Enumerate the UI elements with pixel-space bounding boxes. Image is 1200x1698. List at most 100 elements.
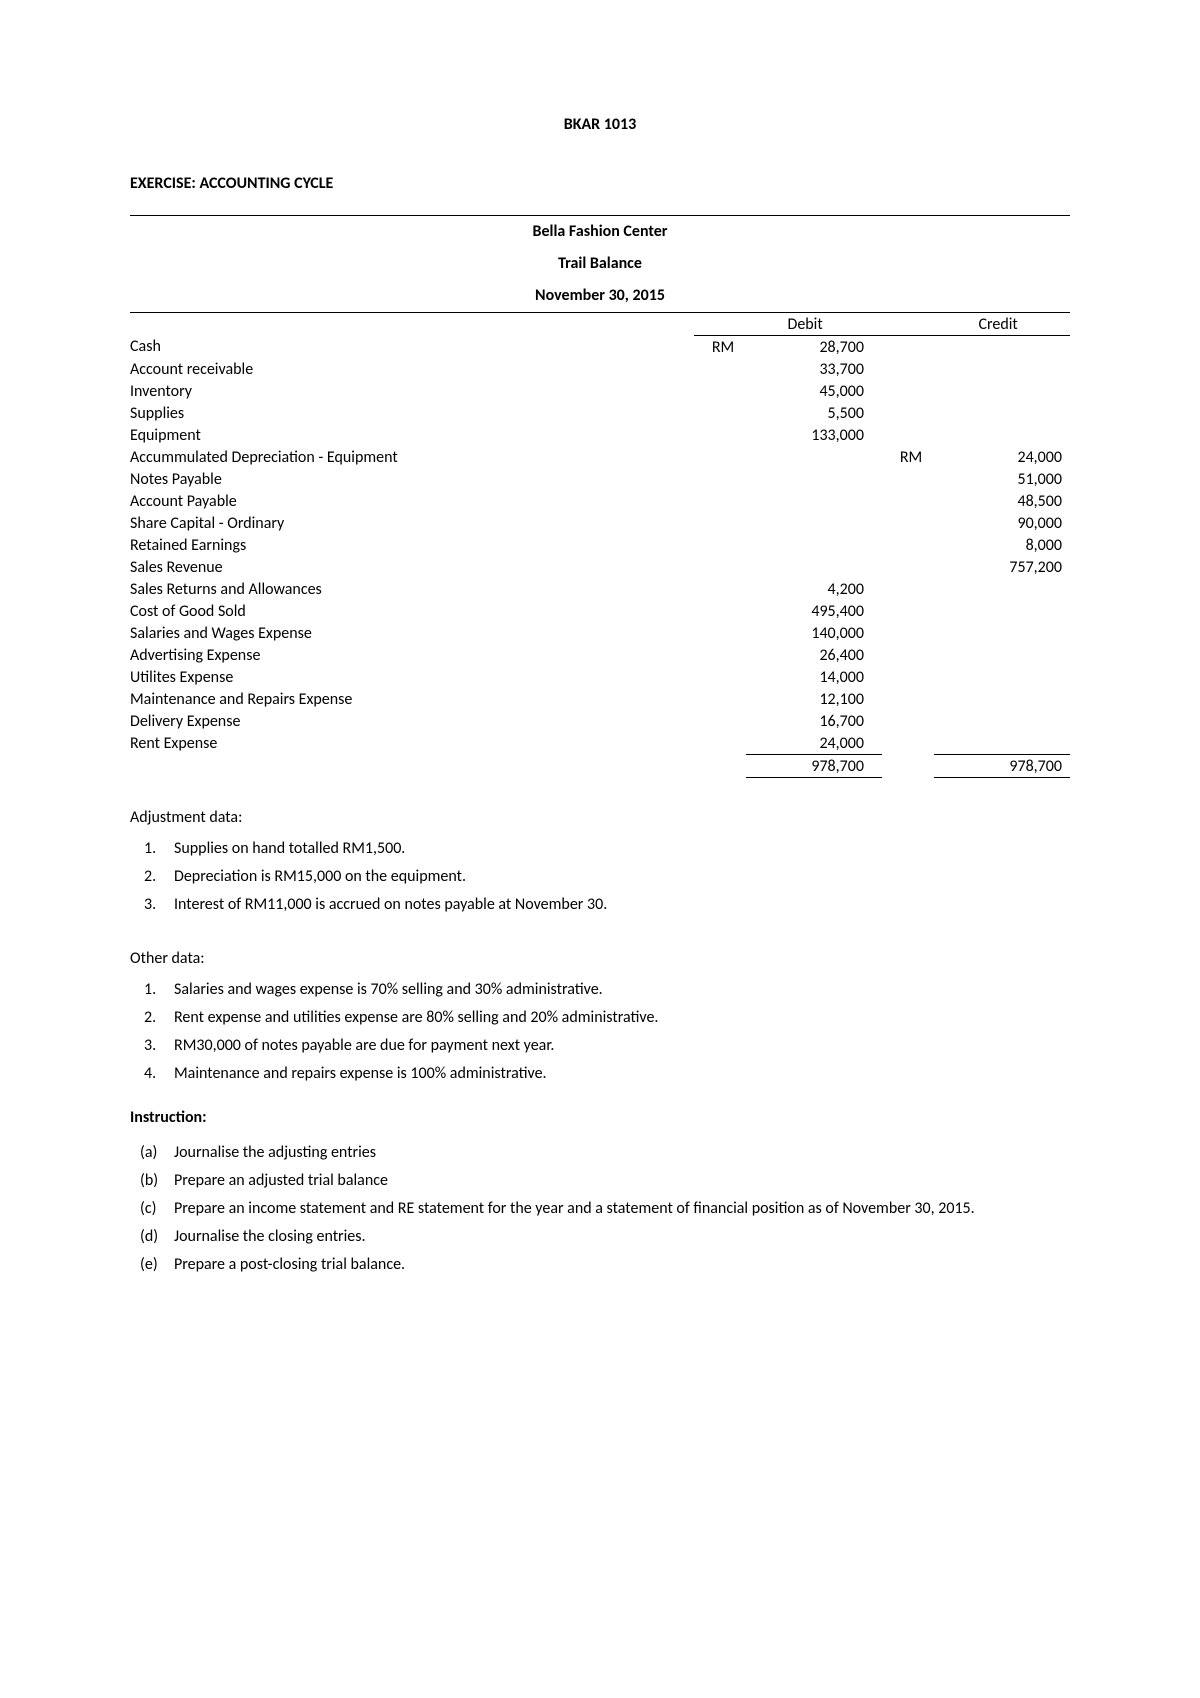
credit-currency xyxy=(882,358,934,380)
credit-amount xyxy=(934,666,1070,688)
debit-currency xyxy=(694,424,746,446)
list-item: 4.Maintenance and repairs expense is 100… xyxy=(174,1060,1070,1088)
credit-currency xyxy=(882,600,934,622)
debit-currency xyxy=(694,688,746,710)
debit-currency xyxy=(694,622,746,644)
table-row: Inventory 45,000 xyxy=(130,380,1070,402)
exercise-title: EXERCISE: ACCOUNTING CYCLE xyxy=(130,174,1070,193)
debit-amount xyxy=(746,512,882,534)
account-name: Accummulated Depreciation - Equipment xyxy=(130,446,694,468)
instruction-list: (a)Journalise the adjusting entries(b)Pr… xyxy=(130,1139,1070,1279)
list-number: (e) xyxy=(140,1253,158,1277)
list-text: RM30,000 of notes payable are due for pa… xyxy=(174,1036,554,1055)
list-text: Salaries and wages expense is 70% sellin… xyxy=(174,980,603,999)
list-number: 1. xyxy=(144,978,156,1002)
debit-amount: 16,700 xyxy=(746,710,882,732)
credit-amount: 24,000 xyxy=(934,446,1070,468)
debit-amount xyxy=(746,534,882,556)
debit-currency xyxy=(694,358,746,380)
list-text: Supplies on hand totalled RM1,500. xyxy=(174,839,405,858)
table-row: Rent Expense24,000 xyxy=(130,732,1070,755)
credit-amount: 757,200 xyxy=(934,556,1070,578)
credit-currency xyxy=(882,710,934,732)
course-code: BKAR 1013 xyxy=(130,115,1070,134)
credit-amount xyxy=(934,380,1070,402)
account-name: Share Capital - Ordinary xyxy=(130,512,694,534)
credit-currency xyxy=(882,556,934,578)
credit-currency xyxy=(882,534,934,556)
trial-balance-container: Bella Fashion Center Trail Balance Novem… xyxy=(130,215,1070,778)
debit-amount: 45,000 xyxy=(746,380,882,402)
other-heading: Other data: xyxy=(130,949,1070,968)
list-number: (b) xyxy=(140,1169,158,1193)
credit-currency xyxy=(882,644,934,666)
credit-amount xyxy=(934,402,1070,424)
table-row: Utilites Expense14,000 xyxy=(130,666,1070,688)
list-item: 2.Depreciation is RM15,000 on the equipm… xyxy=(174,863,1070,891)
account-name: Cost of Good Sold xyxy=(130,600,694,622)
table-row: Notes Payable51,000 xyxy=(130,468,1070,490)
debit-amount xyxy=(746,468,882,490)
adjustment-heading: Adjustment data: xyxy=(130,808,1070,827)
list-item: (e)Prepare a post-closing trial balance. xyxy=(174,1251,1070,1279)
table-row: Supplies5,500 xyxy=(130,402,1070,424)
list-text: Prepare an income statement and RE state… xyxy=(174,1199,975,1218)
list-text: Prepare a post-closing trial balance. xyxy=(174,1255,405,1274)
list-number: 4. xyxy=(144,1062,156,1086)
account-name: Utilites Expense xyxy=(130,666,694,688)
table-row: CashRM28,700 xyxy=(130,336,1070,359)
debit-amount xyxy=(746,490,882,512)
credit-amount xyxy=(934,424,1070,446)
list-number: 2. xyxy=(144,1006,156,1030)
account-name: Sales Revenue xyxy=(130,556,694,578)
list-number: (a) xyxy=(140,1141,157,1165)
trial-balance-table: Debit Credit CashRM28,700Account receiva… xyxy=(130,312,1070,778)
debit-amount: 28,700 xyxy=(746,336,882,359)
account-name: Inventory xyxy=(130,380,694,402)
table-row: Delivery Expense16,700 xyxy=(130,710,1070,732)
table-row: Sales Revenue 757,200 xyxy=(130,556,1070,578)
debit-amount: 4,200 xyxy=(746,578,882,600)
debit-currency: RM xyxy=(694,336,746,359)
other-data-list: 1. Salaries and wages expense is 70% sell… xyxy=(130,976,1070,1088)
debit-currency xyxy=(694,710,746,732)
table-row: Equipment133,000 xyxy=(130,424,1070,446)
credit-amount xyxy=(934,358,1070,380)
debit-currency xyxy=(694,468,746,490)
statement-title: Trail Balance xyxy=(130,248,1070,280)
debit-currency xyxy=(694,534,746,556)
account-name: Account receivable xyxy=(130,358,694,380)
credit-amount xyxy=(934,622,1070,644)
table-row: Sales Returns and Allowances4,200 xyxy=(130,578,1070,600)
credit-currency xyxy=(882,688,934,710)
credit-amount xyxy=(934,710,1070,732)
list-item: 3.Interest of RM11,000 is accrued on not… xyxy=(174,891,1070,919)
debit-currency xyxy=(694,380,746,402)
list-text: Interest of RM11,000 is accrued on notes… xyxy=(174,895,607,914)
total-debit: 978,700 xyxy=(746,755,882,778)
account-name: Cash xyxy=(130,336,694,359)
debit-currency xyxy=(694,644,746,666)
table-row: Share Capital - Ordinary90,000 xyxy=(130,512,1070,534)
list-item: 1.Supplies on hand totalled RM1,500. xyxy=(174,835,1070,863)
debit-amount: 5,500 xyxy=(746,402,882,424)
instruction-heading: Instruction: xyxy=(130,1108,1070,1127)
list-item: 1.Salaries and wages expense is 70% sell… xyxy=(174,976,1070,1004)
list-item: (d)Journalise the closing entries. xyxy=(174,1223,1070,1251)
list-item: 3.RM30,000 of notes payable are due for … xyxy=(174,1032,1070,1060)
account-name: Rent Expense xyxy=(130,732,694,755)
debit-currency xyxy=(694,666,746,688)
debit-amount: 495,400 xyxy=(746,600,882,622)
debit-currency xyxy=(694,402,746,424)
account-name: Retained Earnings xyxy=(130,534,694,556)
list-text: Rent expense and utilities expense are 8… xyxy=(174,1008,658,1027)
credit-currency xyxy=(882,666,934,688)
credit-currency xyxy=(882,336,934,359)
account-name: Advertising Expense xyxy=(130,644,694,666)
credit-amount xyxy=(934,688,1070,710)
debit-header: Debit xyxy=(746,313,882,336)
debit-amount: 133,000 xyxy=(746,424,882,446)
list-text: Depreciation is RM15,000 on the equipmen… xyxy=(174,867,466,886)
credit-amount xyxy=(934,336,1070,359)
credit-currency xyxy=(882,512,934,534)
